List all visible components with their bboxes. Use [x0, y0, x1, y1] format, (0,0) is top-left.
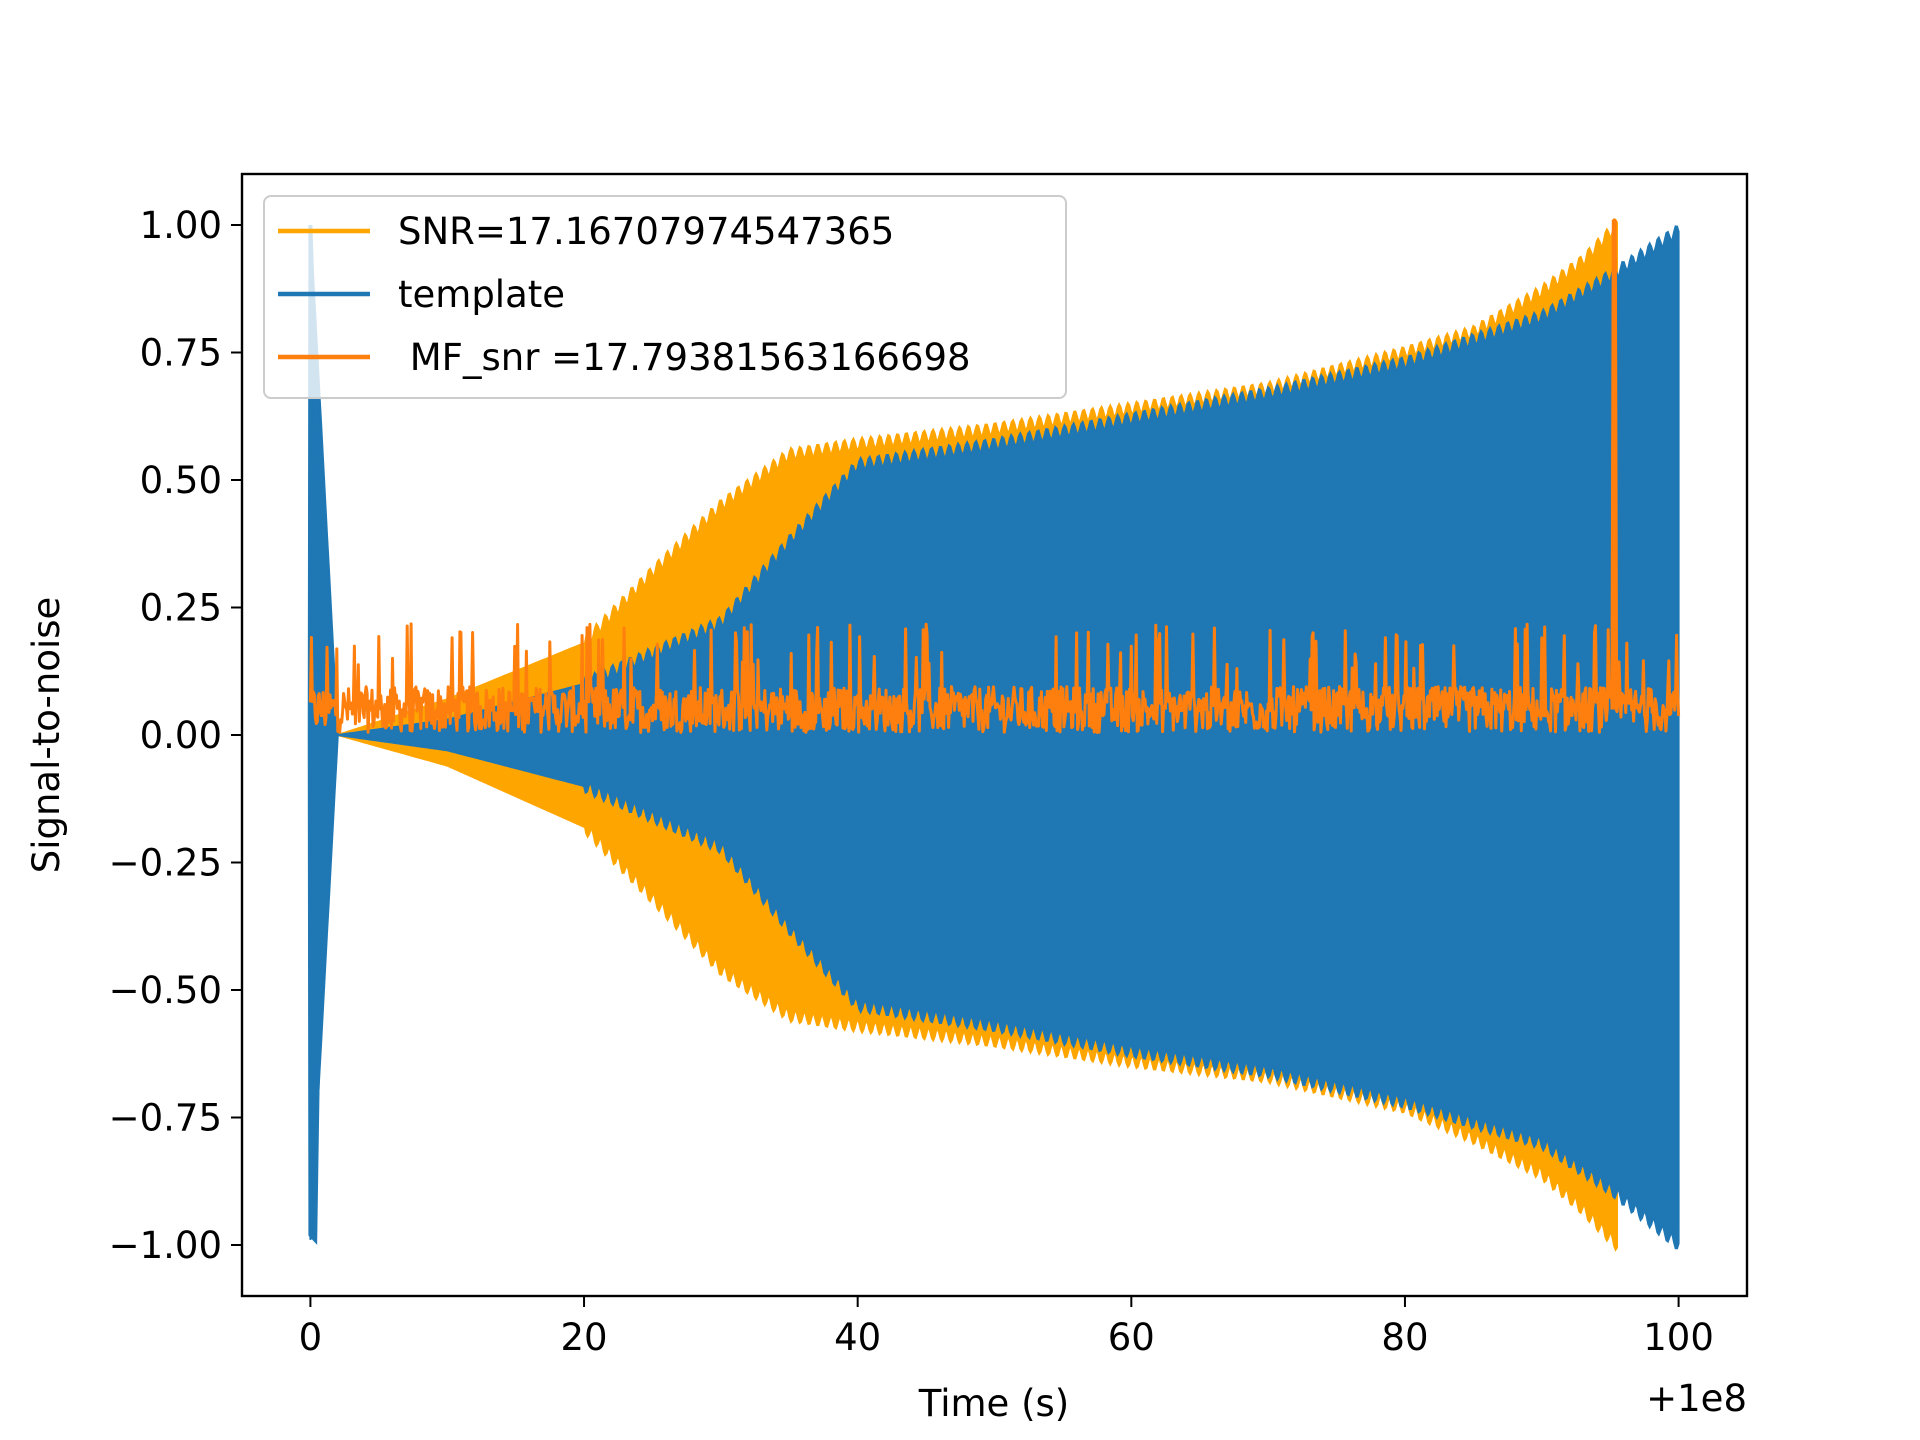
x-axis: 0 20 40 60 80 100 [299, 1296, 1714, 1359]
y-tick-label: −0.25 [109, 842, 222, 885]
x-tick-label: 80 [1381, 1316, 1428, 1359]
y-tick-label: 0.25 [140, 587, 222, 630]
y-tick-label: −1.00 [109, 1224, 222, 1267]
x-tick-label: 0 [299, 1316, 323, 1359]
x-tick-label: 40 [834, 1316, 881, 1359]
x-axis-offset-label: +1e8 [1646, 1377, 1747, 1420]
y-tick-label: 0.00 [140, 714, 222, 757]
x-tick-label: 60 [1108, 1316, 1155, 1359]
y-tick-label: 0.50 [140, 459, 222, 502]
legend-label-template: template [398, 273, 565, 316]
series-1-envelope [309, 224, 1680, 1250]
y-tick-label: 1.00 [140, 204, 222, 247]
y-tick-label: 0.75 [140, 332, 222, 375]
y-axis-title: Signal-to-noise [25, 597, 68, 874]
y-tick-label: −0.50 [109, 969, 222, 1012]
series-2-line [308, 218, 1681, 734]
x-axis-title: Time (s) [918, 1382, 1069, 1425]
x-tick-label: 100 [1643, 1316, 1714, 1359]
y-tick-label: −0.75 [109, 1097, 222, 1140]
series-2-spike [1610, 219, 1619, 710]
plot-area [307, 218, 1681, 1252]
legend-label-mf-snr: MF_snr =17.79381563166698 [398, 336, 971, 379]
x-tick-label: 20 [560, 1316, 607, 1359]
legend-box [263, 195, 1067, 399]
legend: SNR=17.16707974547365 template MF_snr =1… [263, 195, 1067, 399]
y-axis: 1.00 0.75 0.50 0.25 0.00 −0.25 −0.50 −0.75 −1.00 [109, 204, 242, 1267]
legend-label-snr: SNR=17.16707974547365 [398, 210, 894, 253]
